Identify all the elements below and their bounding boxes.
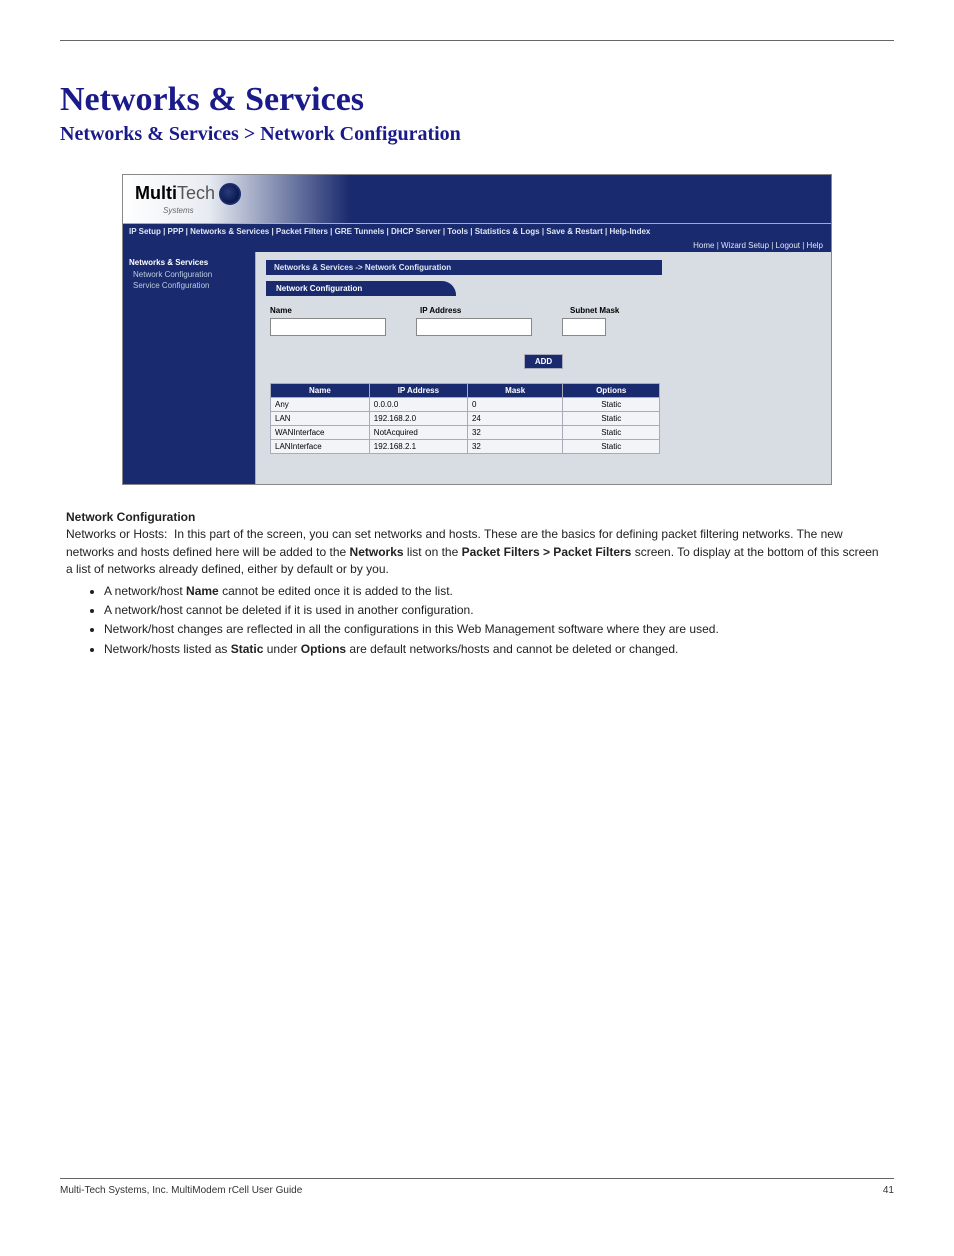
list-item: A network/host Name cannot be edited onc… <box>104 583 894 600</box>
label-ip: IP Address <box>420 306 510 315</box>
bullet-list: A network/host Name cannot be edited onc… <box>104 583 894 659</box>
section-tab: Network Configuration <box>266 281 456 296</box>
brand-logo: MultiTech <box>135 183 241 203</box>
page-title: Networks & Services <box>60 81 894 119</box>
logo-dot-icon <box>219 183 241 205</box>
main-panel: Networks & Services -> Network Configura… <box>256 252 831 484</box>
description-text: Network ConfigurationNetworks or Hosts: … <box>66 509 888 579</box>
sidebar-item-service-config[interactable]: Service Configuration <box>133 281 249 290</box>
top-sublinks[interactable]: Home | Wizard Setup | Logout | Help <box>123 239 831 252</box>
sidebar-heading: Networks & Services <box>129 258 249 267</box>
brand-subtitle: Systems <box>163 206 194 215</box>
name-input[interactable] <box>270 318 386 336</box>
sidebar-item-network-config[interactable]: Network Configuration <box>133 270 249 279</box>
table-row: Any <box>271 398 370 412</box>
th-options: Options <box>563 384 660 398</box>
screenshot-panel: MultiTech Systems IP Setup | PPP | Netwo… <box>122 174 832 485</box>
list-item: A network/host cannot be deleted if it i… <box>104 602 894 619</box>
page-subtitle: Networks & Services > Network Configurat… <box>60 123 894 146</box>
th-name: Name <box>271 384 370 398</box>
table-row: LANInterface <box>271 440 370 454</box>
list-item: Network/host changes are reflected in al… <box>104 621 894 638</box>
th-mask: Mask <box>467 384 562 398</box>
th-ip: IP Address <box>369 384 467 398</box>
table-row: WANInterface <box>271 426 370 440</box>
table-row: LAN <box>271 412 370 426</box>
footer-left: Multi-Tech Systems, Inc. MultiModem rCel… <box>60 1185 302 1196</box>
top-menu-bar[interactable]: IP Setup | PPP | Networks & Services | P… <box>123 223 831 239</box>
add-button[interactable]: ADD <box>524 354 563 369</box>
footer-page-number: 41 <box>883 1185 894 1196</box>
list-item: Network/hosts listed as Static under Opt… <box>104 641 894 658</box>
label-mask: Subnet Mask <box>570 306 619 315</box>
label-name: Name <box>270 306 360 315</box>
breadcrumb: Networks & Services -> Network Configura… <box>266 260 662 275</box>
brand-banner: MultiTech Systems <box>123 175 831 223</box>
mask-input[interactable] <box>562 318 606 336</box>
networks-table: Name IP Address Mask Options Any0.0.0.00… <box>270 383 660 454</box>
ip-input[interactable] <box>416 318 532 336</box>
sidebar: Networks & Services Network Configuratio… <box>123 252 256 484</box>
